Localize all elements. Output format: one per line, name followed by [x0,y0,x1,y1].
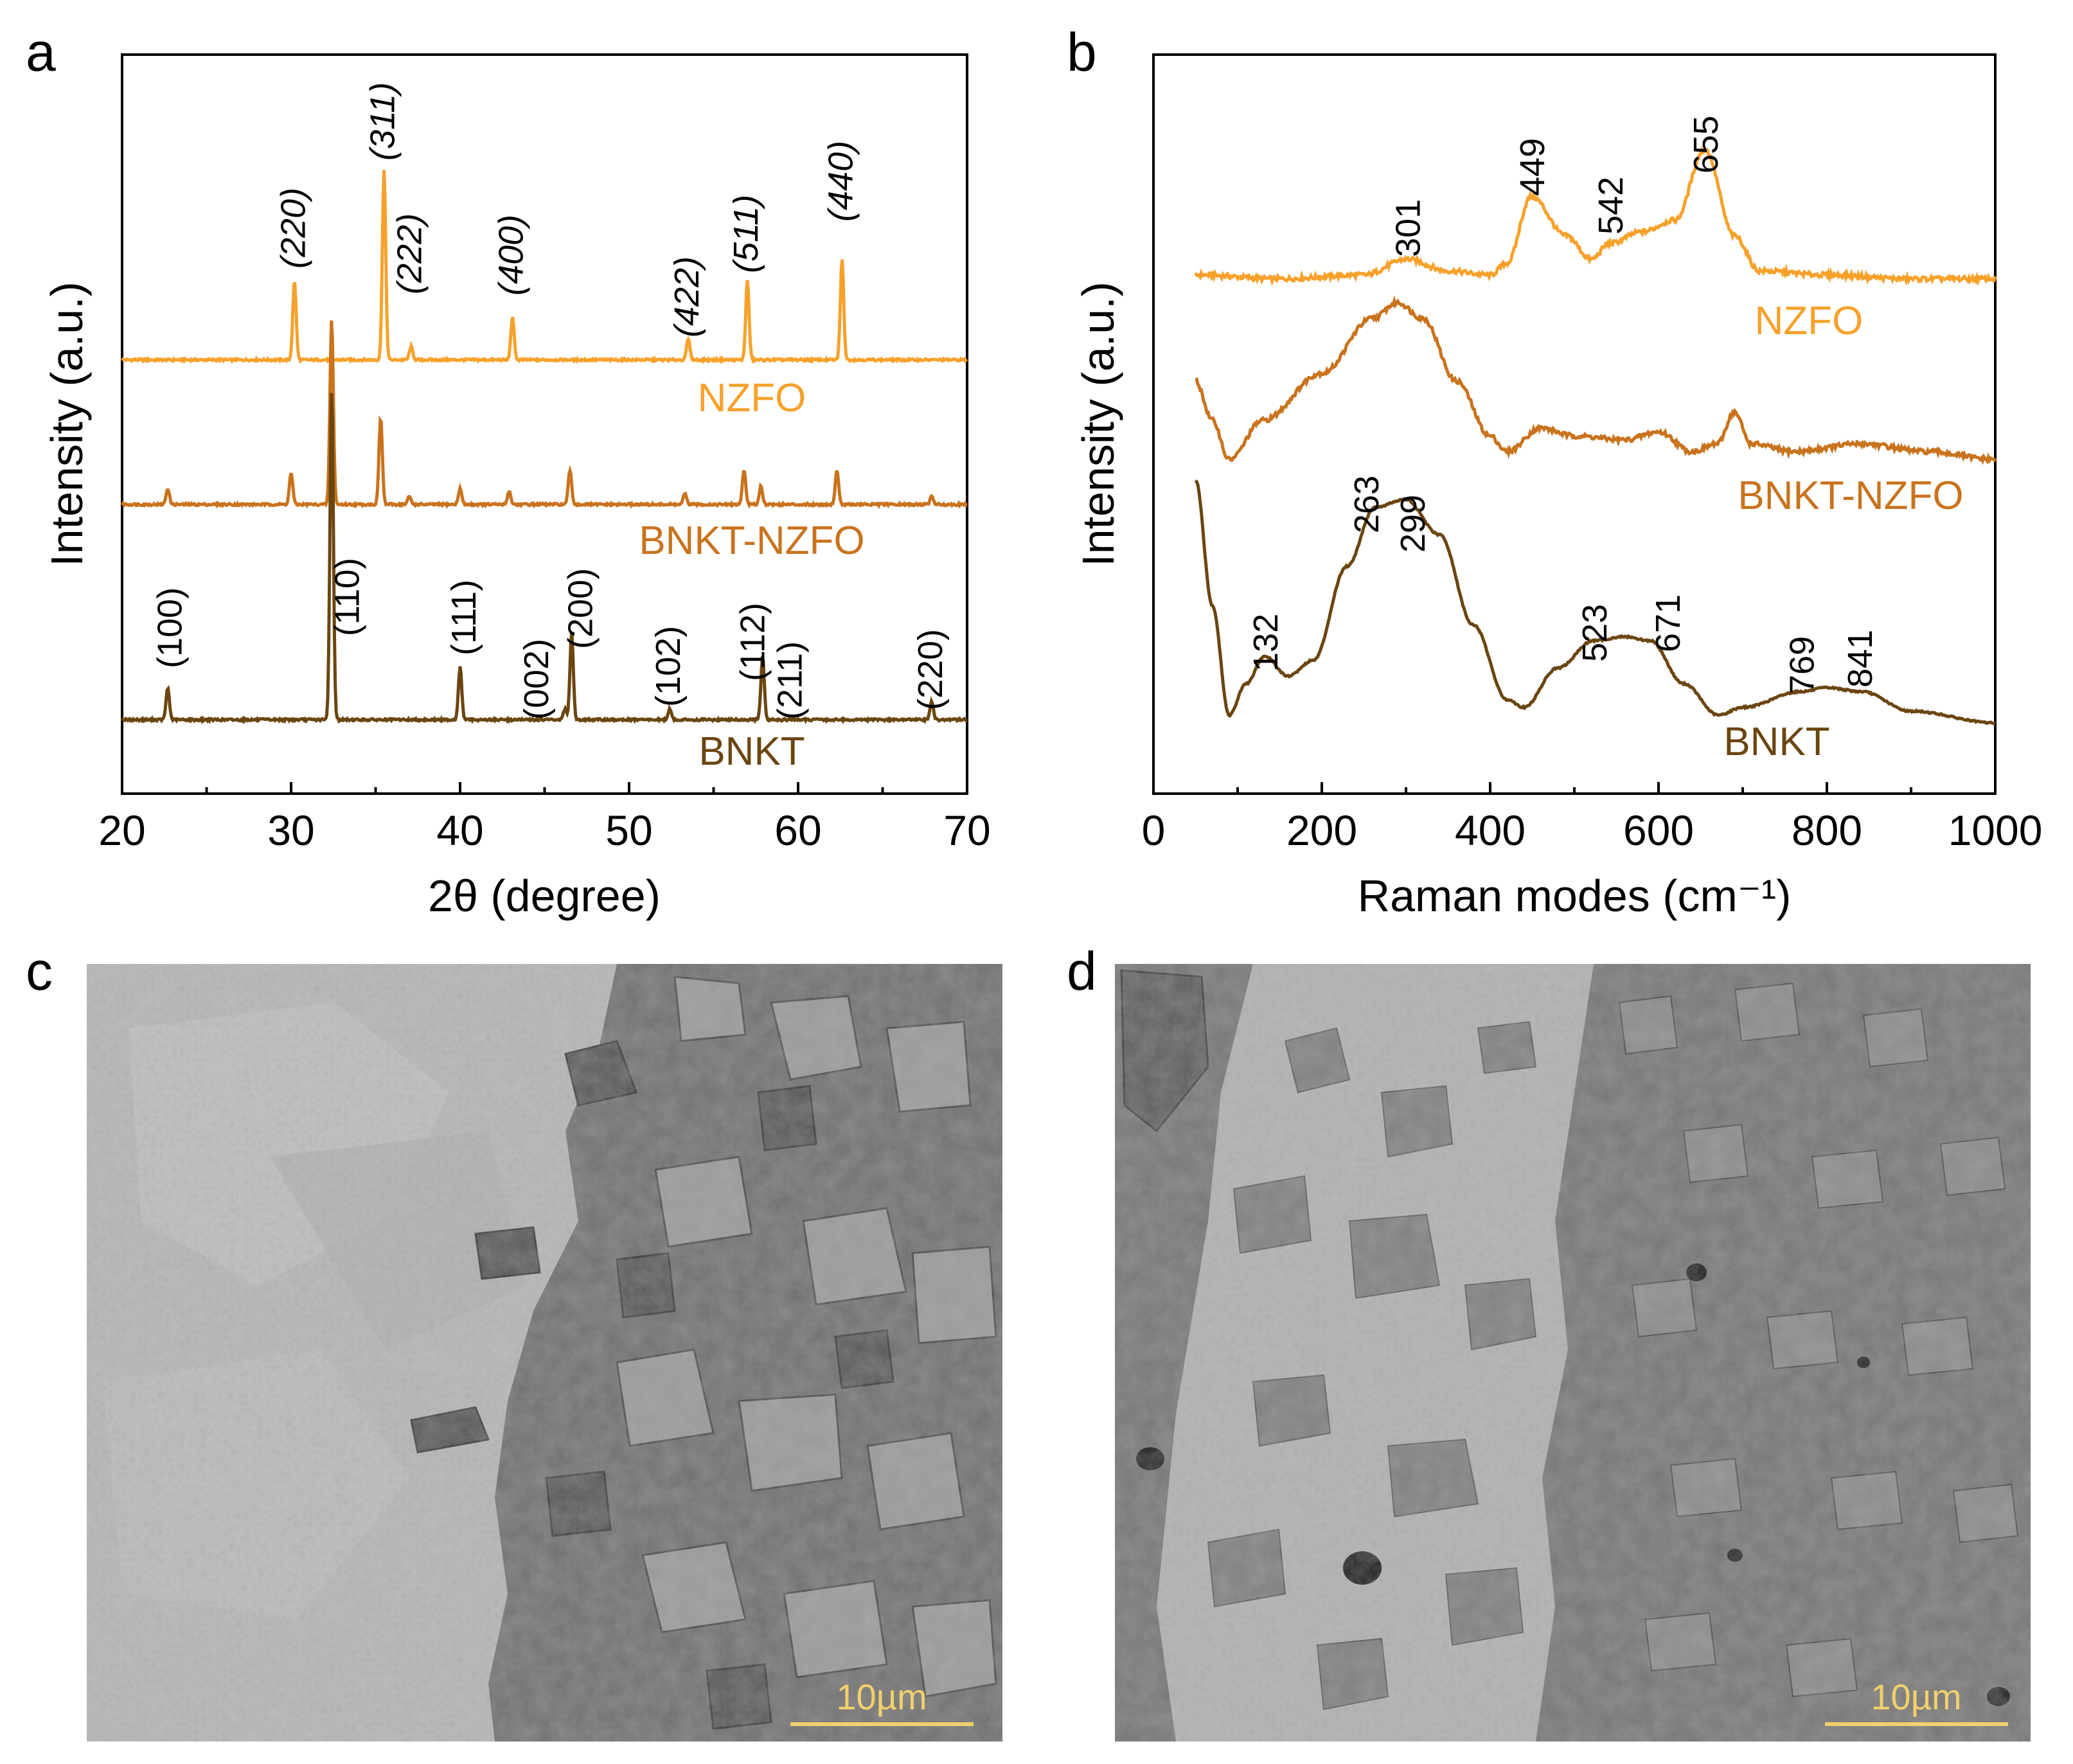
xrd-peak-label: (112) [734,603,772,681]
raman-mode-labels: NZFO BNKT-NZFO BNKT 301 449 542 655 132 263 299 52… [1247,116,1964,764]
raman-mode-label: 263 [1348,476,1386,533]
xrd-peak-label: (200) [561,568,600,649]
xrd-peak-label: (400) [492,215,531,296]
xrd-peak-label: (511) [727,195,765,273]
xrd-series-line-bnkt-nzfo [120,320,968,510]
xrd-peak-label: (222) [391,213,429,294]
raman-mode-label: 299 [1394,495,1432,553]
raman-x-tick-label: 800 [1792,806,1862,854]
xrd-x-tick-label: 70 [943,806,990,854]
xrd-peak-label: (110) [328,558,366,636]
raman-series-label: BNKT-NZFO [1738,474,1963,518]
xrd-x-tick-label: 50 [605,806,652,854]
sem-micrograph-d [1115,964,2031,1742]
raman-mode-label: 523 [1576,604,1614,662]
xrd-peak-label: (422) [668,256,706,337]
raman-x-tick-label: 600 [1623,806,1694,854]
panel-a-letter: a [26,22,56,82]
raman-mode-label: 655 [1687,116,1725,174]
scalebar-d-label: 10µm [1871,1677,1961,1717]
raman-mode-label: 671 [1649,594,1687,652]
raman-mode-label: 542 [1592,177,1630,235]
raman-x-tick-label: 1000 [1948,806,2043,854]
xrd-series-line-bnkt [121,393,968,725]
raman-x-tick-label: 400 [1455,806,1526,854]
raman-mode-label: 132 [1247,614,1285,672]
xrd-peak-label: (100) [150,587,189,668]
xrd-x-tick-label: 30 [267,806,314,854]
raman-mode-label: 449 [1513,138,1552,196]
raman-series-label: NZFO [1755,299,1864,343]
raman-series-line-bnkt [1194,479,1996,726]
scalebar-c-label: 10µm [836,1677,927,1717]
xrd-x-tick-label: 60 [774,806,821,854]
xrd-series [120,170,968,725]
raman-mode-label: 769 [1783,636,1821,694]
xrd-x-tick-label: 20 [98,806,145,854]
xrd-peak-label: (440) [821,141,860,222]
raman-mode-label: 841 [1841,630,1880,688]
raman-y-axis-label: Intensity (a.u.) [1073,281,1123,567]
raman-x-ticks: 0 200 400 600 800 1000 [1142,782,2043,854]
xrd-peak-label: (102) [649,626,688,707]
raman-series-label: BNKT [1723,720,1829,764]
xrd-x-ticks: 20 30 40 50 60 70 [98,782,991,854]
xrd-peak-label: (220) [911,629,950,710]
panel-b-letter: b [1067,22,1097,82]
xrd-x-tick-label: 40 [436,806,483,854]
raman-chart: 0 200 400 600 800 1000 NZFO BNKT-NZFO BNKT 301 44… [1073,53,2043,921]
xrd-peak-label: (220) [274,188,312,269]
raman-series-line-nzfo [1194,146,1997,287]
xrd-y-axis-label: Intensity (a.u.) [42,281,92,567]
xrd-series-label: NZFO [698,376,806,420]
sem-micrograph-c [87,964,1002,1742]
raman-x-tick-label: 0 [1142,806,1166,854]
panel-c-letter: c [26,941,53,1001]
xrd-peak-label: (002) [517,639,556,720]
xrd-x-axis-label: 2θ (degree) [428,871,661,921]
xrd-series-label: BNKT-NZFO [639,519,864,563]
raman-mode-label: 301 [1389,199,1427,257]
xrd-chart: 20 30 40 50 60 70 NZFO BNKT-NZFO BNKT (220) (311)… [42,53,991,921]
raman-x-tick-label: 200 [1286,806,1357,854]
xrd-peak-label: (111) [445,580,483,655]
xrd-peak-labels: NZFO BNKT-NZFO BNKT (220) (311) (222) (400) (42… [150,82,950,774]
xrd-peak-label: (311) [364,82,402,161]
xrd-series-line-nzfo [121,170,968,365]
panel-d-letter: d [1067,941,1097,1001]
raman-series-line-bnkt-nzfo [1195,295,1997,465]
xrd-series-label: BNKT [698,729,805,774]
xrd-peak-label: (211) [770,641,809,720]
raman-series [1194,146,1997,726]
raman-x-axis-label: Raman modes (cm⁻¹) [1358,871,1792,921]
